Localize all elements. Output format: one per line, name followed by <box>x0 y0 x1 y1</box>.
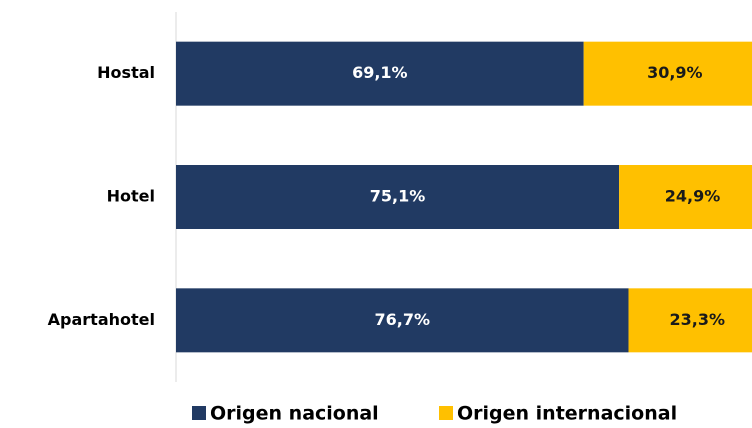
bar-segment <box>176 288 629 353</box>
category-label: Apartahotel <box>48 310 155 329</box>
legend-label: Origen internacional <box>457 403 677 425</box>
bar-segment <box>628 288 752 353</box>
bar-segment <box>176 41 584 106</box>
bar-segment <box>176 165 620 229</box>
category-label: Hostal <box>97 63 155 82</box>
value-label: 24,9% <box>665 187 721 206</box>
value-label: 23,3% <box>670 310 726 329</box>
category-label: Hotel <box>107 187 155 206</box>
legend-swatch <box>192 406 206 420</box>
legend-label: Origen nacional <box>210 403 379 425</box>
value-label: 69,1% <box>352 63 408 82</box>
legend-swatch <box>439 406 453 420</box>
value-label: 30,9% <box>647 63 703 82</box>
value-label: 76,7% <box>375 310 431 329</box>
bar-segment <box>583 41 752 106</box>
value-label: 75,1% <box>370 187 426 206</box>
bar-segment <box>619 165 752 229</box>
